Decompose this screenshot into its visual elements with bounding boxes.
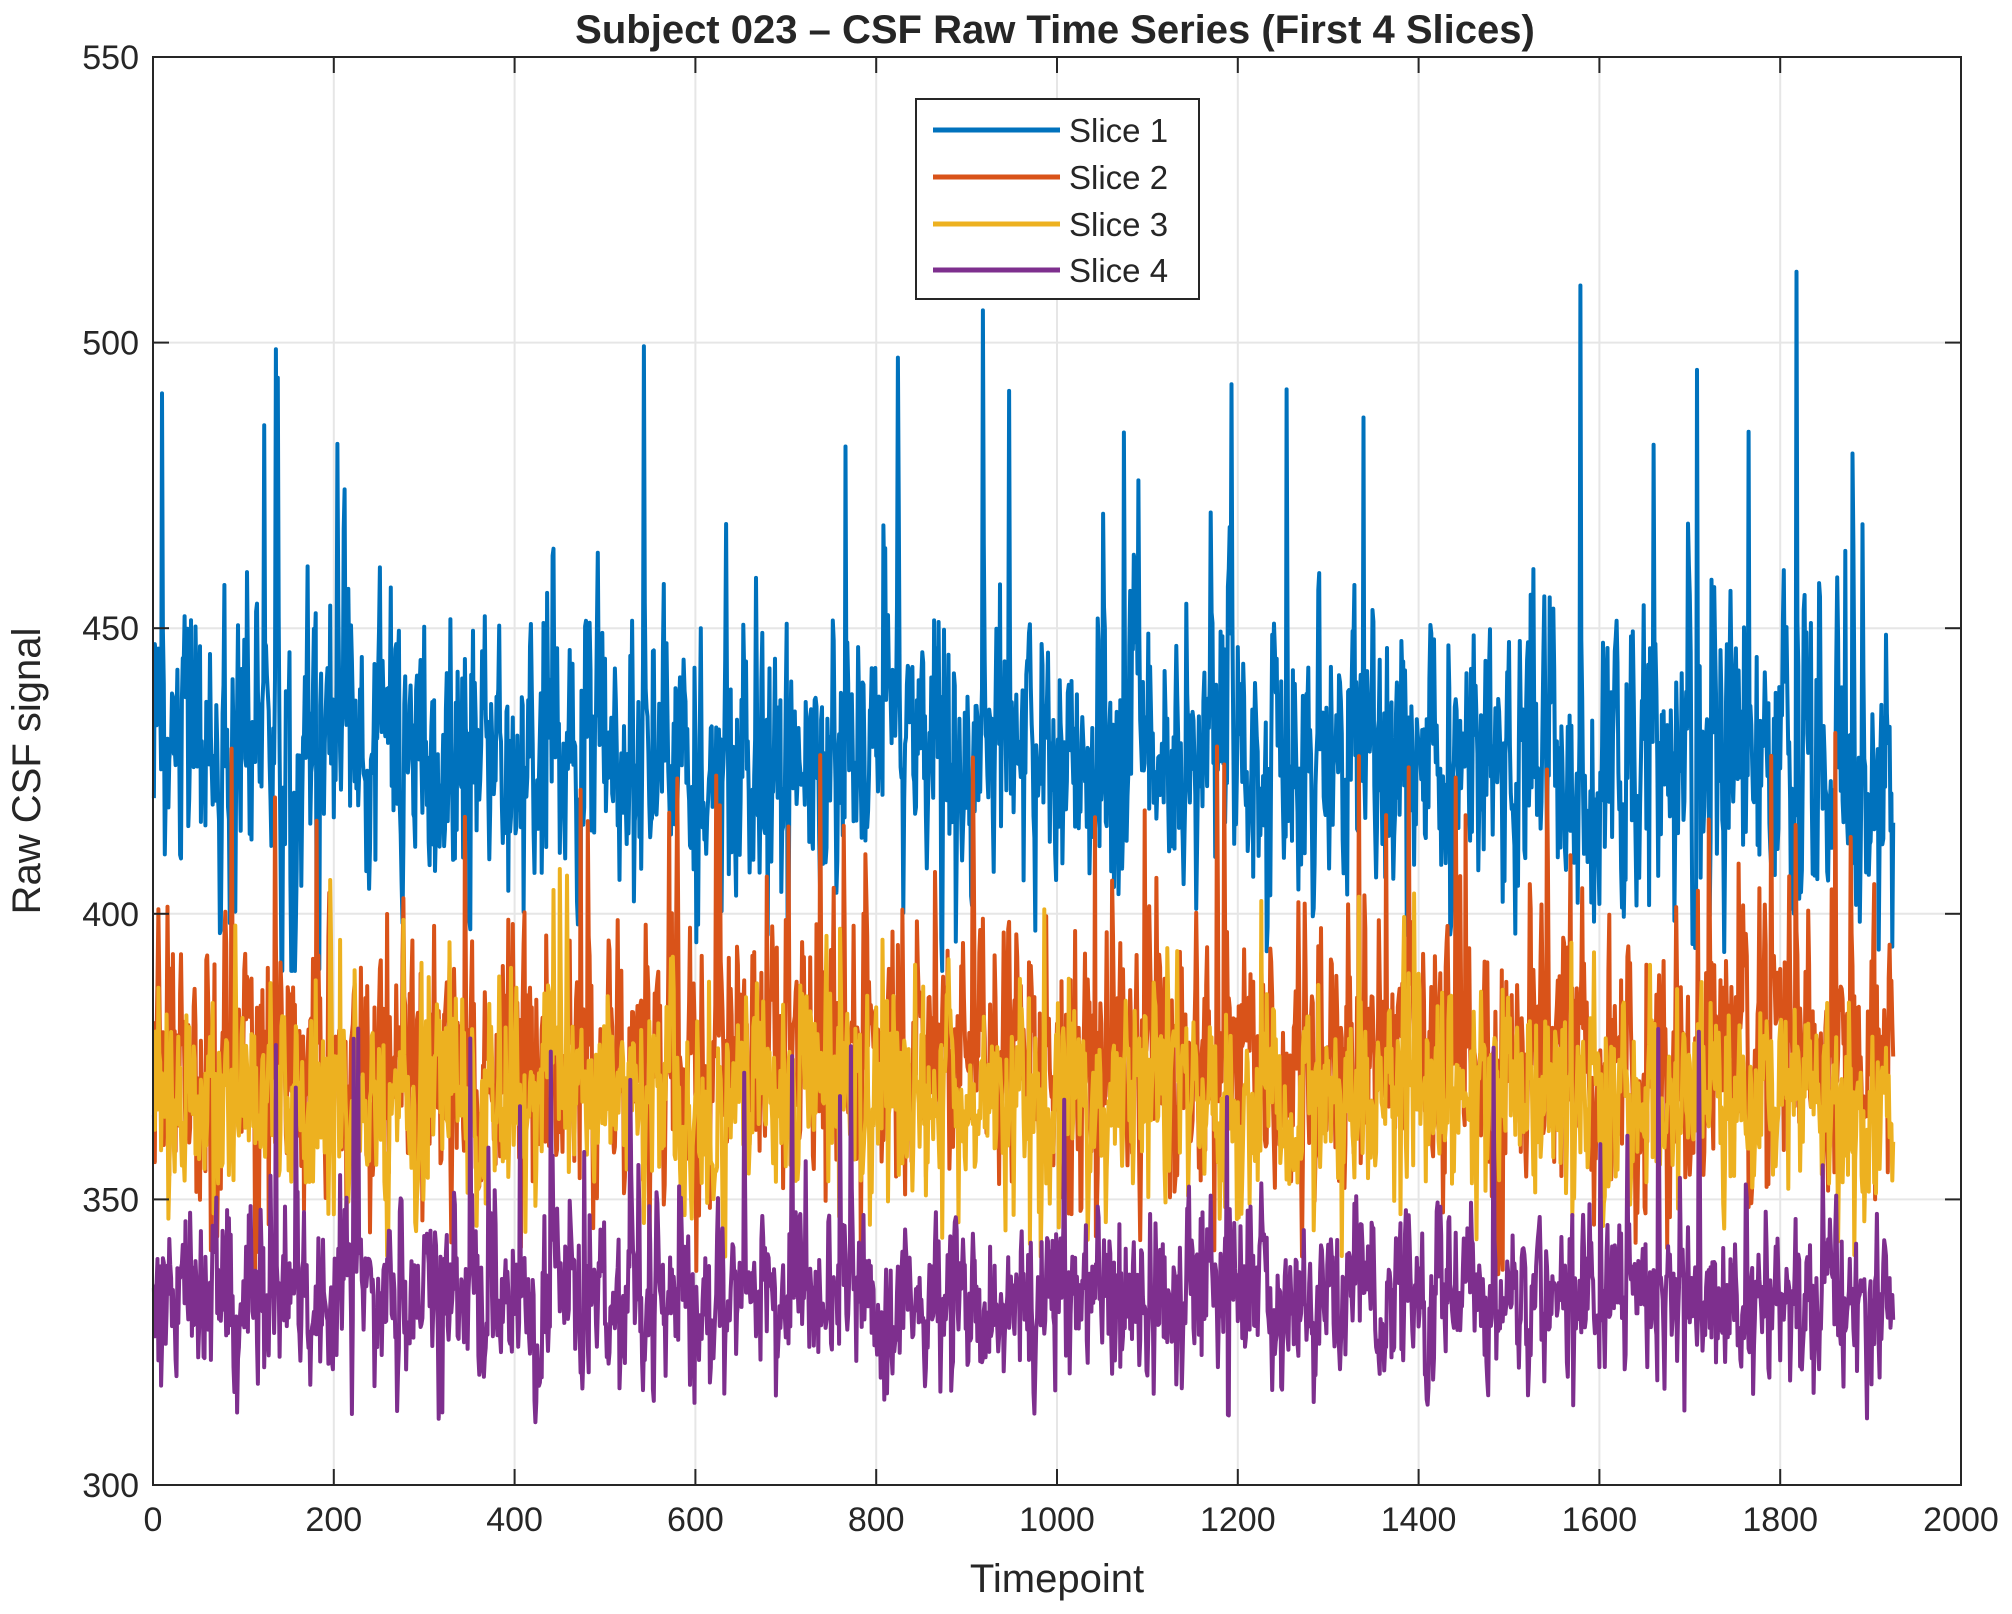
x-tick-label: 1000 (1019, 1501, 1095, 1539)
y-tick-label: 550 (82, 39, 139, 77)
y-tick-label: 400 (82, 896, 139, 934)
legend: Slice 1 Slice 2 Slice 3 Slice 4 (915, 98, 1200, 300)
axis-ticks: 0 200 400 600 800 1000 1200 1400 1600 1800 2000 300… (82, 39, 1999, 1539)
x-axis-label: Timepoint (970, 1557, 1144, 1601)
y-tick-label: 450 (82, 610, 139, 648)
x-tick-label: 1600 (1562, 1501, 1638, 1539)
x-tick-label: 200 (305, 1501, 362, 1539)
x-tick-label: 600 (667, 1501, 724, 1539)
x-tick-label: 2000 (1923, 1501, 1999, 1539)
y-axis-label: Raw CSF signal (5, 628, 49, 915)
y-tick-label: 300 (82, 1467, 139, 1505)
chart-title: Subject 023 – CSF Raw Time Series (First… (575, 8, 1535, 52)
legend-label-slice-2: Slice 2 (1069, 159, 1168, 196)
x-tick-label: 800 (848, 1501, 905, 1539)
series-line-slice-4 (151, 1026, 1896, 1425)
legend-label-slice-3: Slice 3 (1069, 206, 1168, 243)
y-tick-label: 350 (82, 1181, 139, 1219)
x-tick-label: 0 (144, 1501, 163, 1539)
series-line-slice-3 (151, 867, 1896, 1259)
legend-label-slice-4: Slice 4 (1069, 252, 1168, 289)
legend-label-slice-1: Slice 1 (1069, 112, 1168, 149)
x-tick-label: 400 (486, 1501, 543, 1539)
x-tick-label: 1200 (1200, 1501, 1276, 1539)
x-tick-label: 1800 (1742, 1501, 1818, 1539)
x-tick-label: 1400 (1381, 1501, 1457, 1539)
series-layer (151, 269, 1896, 1425)
series-line-slice-1 (151, 269, 1896, 973)
y-tick-label: 500 (82, 325, 139, 363)
